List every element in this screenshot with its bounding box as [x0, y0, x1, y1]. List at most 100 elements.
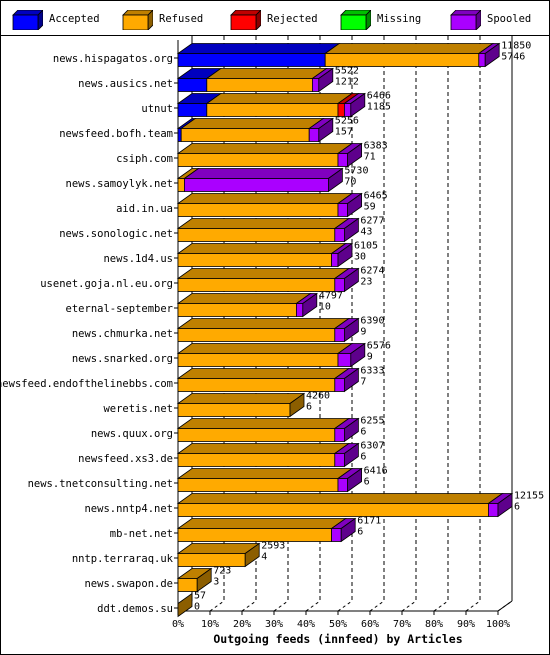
category-label: news.ausics.net [78, 78, 173, 90]
category-label: news.snarked.org [72, 353, 173, 365]
data-label-secondary: 71 [364, 152, 376, 163]
floor-grid-line [209, 600, 225, 612]
x-tick-label: 100% [486, 619, 510, 630]
category-label: news.sonologic.net [59, 228, 173, 240]
bar-segment-refused [176, 243, 347, 267]
floor-grid-line [273, 600, 289, 612]
legend-label: Refused [159, 13, 204, 25]
x-tick-label: 90% [457, 619, 475, 630]
data-label-secondary: 5746 [501, 52, 525, 63]
bar-segment-refused [176, 293, 312, 317]
x-tick-label: 0% [172, 619, 184, 630]
bar-segment-refused [176, 418, 351, 442]
legend-swatch-accepted [12, 10, 43, 30]
data-label-secondary: 9 [367, 352, 373, 363]
bar-segment-refused [176, 268, 351, 292]
floor-grid-line [465, 600, 481, 612]
bar-end-face [196, 567, 212, 593]
bar-segment-spooled [183, 168, 344, 192]
data-label-total: 723 [213, 566, 231, 577]
data-label-secondary: 43 [360, 227, 372, 238]
bar-segment-refused [176, 393, 306, 417]
category-label: utnut [141, 103, 173, 115]
category-label: news.samoylyk.net [66, 178, 173, 190]
data-label-total: 6466 [367, 91, 391, 102]
data-label-secondary: 9 [360, 327, 366, 338]
bar-segment-refused [176, 443, 351, 467]
floor-grid-line [369, 600, 385, 612]
bar-end-face [343, 317, 359, 343]
legend-swatch-spooled [450, 10, 481, 30]
bar-segment-refused [176, 143, 354, 167]
bar-segment-refused [176, 518, 347, 542]
category-label: weretis.net [103, 403, 173, 415]
category-label: usenet.goja.nl.eu.org [40, 278, 173, 290]
bar-end-face [350, 342, 366, 368]
category-label: news.tnetconsulting.net [28, 478, 173, 490]
data-label-total: 5730 [344, 166, 368, 177]
category-label: newsfeed.endofthelinebbs.com [1, 378, 173, 390]
bar-segment-refused [176, 493, 504, 517]
bar-segment-refused [176, 318, 351, 342]
bar-end-face [343, 267, 359, 293]
legend-swatch-missing [340, 10, 371, 30]
bar-segment-rejected [336, 93, 360, 117]
floor-grid-line [497, 600, 513, 612]
floor-grid-line [337, 600, 353, 612]
bar-segment-refused [179, 118, 325, 142]
bar-end-face [318, 117, 334, 143]
bar-segment-refused [205, 93, 354, 117]
bar-end-face [347, 142, 363, 168]
bar-end-face [327, 167, 343, 193]
data-label-total: 6390 [360, 316, 384, 327]
legend-swatch-refused [122, 10, 153, 30]
bar-end-face [343, 442, 359, 468]
bar-end-face [343, 217, 359, 243]
data-label-secondary: 6 [514, 502, 520, 513]
legend: Accepted Refused Rejected Missing Spooled [1, 1, 549, 36]
data-label-secondary: 7 [360, 377, 366, 388]
data-label-secondary: 6 [306, 402, 312, 413]
bar-segment-accepted [176, 43, 341, 67]
bar-end-face [343, 367, 359, 393]
bar-end-face [343, 417, 359, 443]
bar-end-face [337, 242, 353, 268]
data-label-secondary: 30 [354, 252, 366, 263]
category-label: newsfeed.xs3.de [78, 453, 173, 465]
bar-end-face [484, 42, 500, 68]
x-tick-label: 60% [361, 619, 379, 630]
legend-swatch-rejected [230, 10, 261, 30]
bar-segment-refused [205, 68, 328, 92]
bar-segment-refused [323, 43, 495, 67]
data-label-secondary: 10 [319, 302, 331, 313]
data-label-secondary: 6 [360, 427, 366, 438]
data-label-secondary: 0 [194, 602, 200, 613]
data-label-secondary: 6 [360, 452, 366, 463]
bar-segment-refused [176, 218, 351, 242]
x-tick-label: 80% [425, 619, 443, 630]
data-label-total: 6105 [354, 241, 378, 252]
bar-segment-refused [176, 193, 354, 217]
data-label-secondary: 157 [335, 127, 353, 138]
category-label: ddt.demos.su [97, 603, 173, 615]
legend-label: Missing [377, 13, 422, 25]
data-label-total: 6307 [360, 441, 384, 452]
data-label-secondary: 6 [364, 477, 370, 488]
data-label-total: 57 [194, 591, 206, 602]
floor-grid-line [305, 600, 321, 612]
data-label-total: 6277 [360, 216, 384, 227]
bar-end-face [347, 467, 363, 493]
category-label: newsfeed.bofh.team [59, 128, 173, 140]
bar-end-face [302, 292, 318, 318]
bar-end-face [350, 92, 366, 118]
data-label-secondary: 6 [357, 527, 363, 538]
x-tick-label: 40% [297, 619, 315, 630]
data-label-secondary: 4 [261, 552, 267, 563]
legend-label: Spooled [487, 13, 532, 25]
legend-label: Rejected [267, 13, 318, 25]
data-label-total: 12155 [514, 491, 544, 502]
bar-end-face [244, 542, 260, 568]
data-label-total: 4797 [319, 291, 343, 302]
bar-end-face [318, 67, 334, 93]
